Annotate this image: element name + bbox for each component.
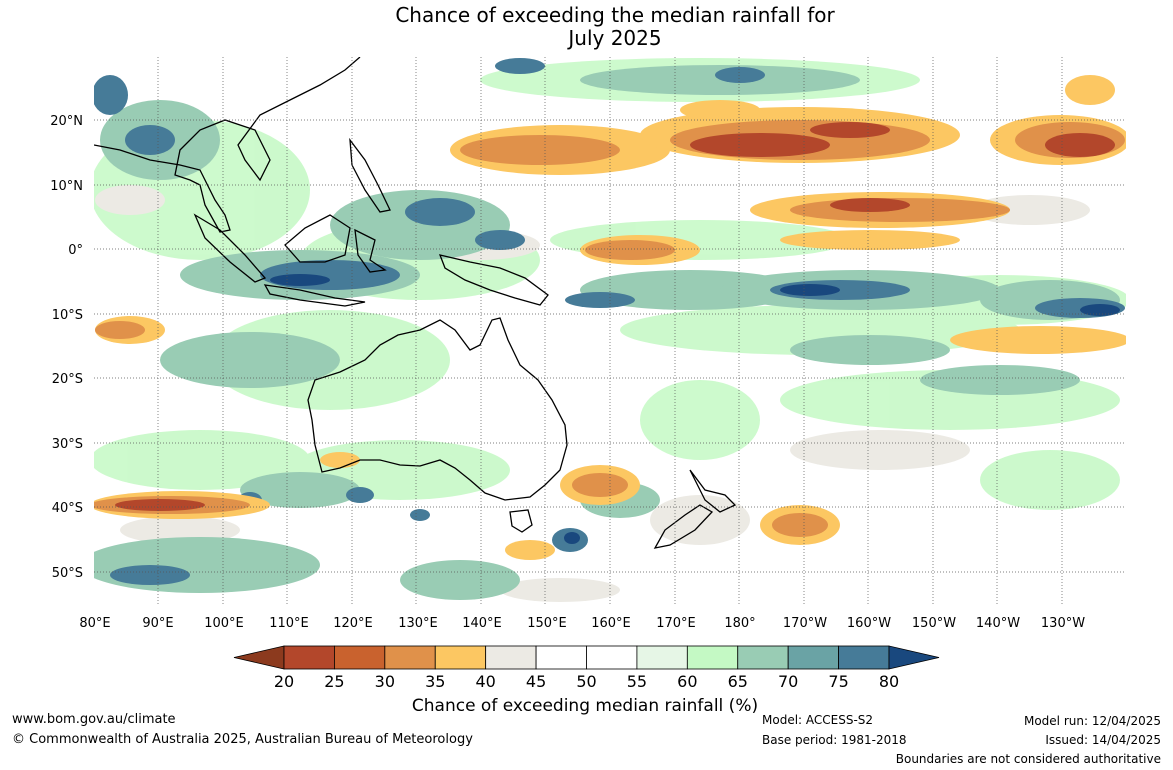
lat-label: 10°S [52,308,83,323]
copyright-text: © Commonwealth of Australia 2025, Austra… [12,732,473,747]
lat-label: 20°N [50,114,83,129]
australia-coast [307,317,568,501]
very-dry-areas [115,122,1115,511]
lat-label: 30°S [52,437,83,452]
colorbar-bin [334,645,386,670]
colorbar-ticks: 20 25 30 35 40 45 50 55 60 65 70 75 80 [274,672,899,691]
colorbar-tick-label: 25 [324,672,344,691]
longitude-labels: 80°E 90°E 100°E 110°E 120°E 130°E 140°E … [79,616,1085,631]
map-title-line2: July 2025 [568,26,662,50]
lon-label: 130°E [398,616,438,631]
colorbar-tick-label: 80 [879,672,899,691]
colorbar-tick-label: 65 [728,672,748,691]
latitude-labels: 20°N 10°N 0° 10°S 20°S 30°S 40°S 50°S [50,114,83,581]
sulawesi-coast [354,228,387,273]
colorbar-segments [233,645,940,670]
lon-label: 90°E [142,616,173,631]
colorbar-bin [737,645,789,670]
colorbar-tick-label: 75 [828,672,848,691]
colorbar-bin [434,645,487,670]
map-title: Chance of exceeding the median rainfall … [0,4,1173,50]
lon-label: 120°E [333,616,373,631]
colorbar-bin [838,645,890,670]
colorbar-tick-label: 20 [274,672,294,691]
colorbar-bin [636,645,688,670]
issued-text: Issued: 14/04/2025 [1045,733,1161,747]
java-coast [263,284,366,307]
colorbar-tick-label: 70 [778,672,798,691]
new-zealand-north-coast [689,469,737,513]
colorbar-tick-label: 35 [425,672,445,691]
colorbar-tick-label: 45 [526,672,546,691]
colorbar-low-extend [233,645,285,670]
colorbar-bin [283,645,335,670]
colorbar-tick-label: 30 [375,672,395,691]
forecast-map: 20°N 10°N 0° 10°S 20°S 30°S 40°S 50°S 80… [50,57,1126,631]
colorbar-tick-label: 60 [677,672,697,691]
lat-label: 50°S [52,566,83,581]
model-run-text: Model run: 12/04/2025 [1023,714,1161,728]
colorbar-title: Chance of exceeding median rainfall (%) [411,696,759,716]
disclaimer-text: Boundaries are not considered authoritat… [895,752,1161,766]
coastlines [94,57,737,549]
philippines-coast [349,137,391,213]
colorbar-tick-label: 55 [627,672,647,691]
colorbar-tick-label: 40 [475,672,495,691]
colorbar-bin [586,645,638,670]
colorbar-high-extend [888,645,940,670]
new-zealand-south-coast [653,504,714,549]
base-period-text: Base period: 1981-2018 [762,733,907,747]
graticule [94,57,1126,604]
lat-label: 40°S [52,501,83,516]
colorbar-bin [384,645,436,670]
lon-label: 180° [724,616,755,631]
lon-label: 150°W [912,616,956,631]
lon-label: 140°W [976,616,1020,631]
colorbar-bin [686,645,739,670]
website-link[interactable]: www.bom.gov.au/climate [12,712,176,727]
lat-label: 0° [68,243,83,258]
very-wet-areas [270,274,1120,544]
lon-label: 160°W [847,616,891,631]
lon-label: 110°E [269,616,309,631]
colorbar-bin [535,645,587,670]
lat-label: 10°N [50,179,83,194]
new-guinea-coast [438,254,549,306]
lon-label: 140°E [462,616,502,631]
lon-label: 170°W [783,616,827,631]
colorbar-tick-label: 50 [576,672,596,691]
sumatra-coast [193,213,267,283]
tasmania-coast [509,509,533,533]
borneo-coast [284,214,351,263]
lon-label: 170°E [656,616,696,631]
lat-label: 20°S [52,372,83,387]
lon-label: 160°E [591,616,631,631]
lon-label: 100°E [204,616,244,631]
colorbar-bin [787,645,839,670]
lon-label: 150°E [527,616,567,631]
lon-label: 130°W [1041,616,1085,631]
model-text: Model: ACCESS-S2 [762,713,874,727]
lon-label: 80°E [79,616,110,631]
map-title-line1: Chance of exceeding the median rainfall … [395,3,835,27]
colorbar-bin [485,645,537,670]
